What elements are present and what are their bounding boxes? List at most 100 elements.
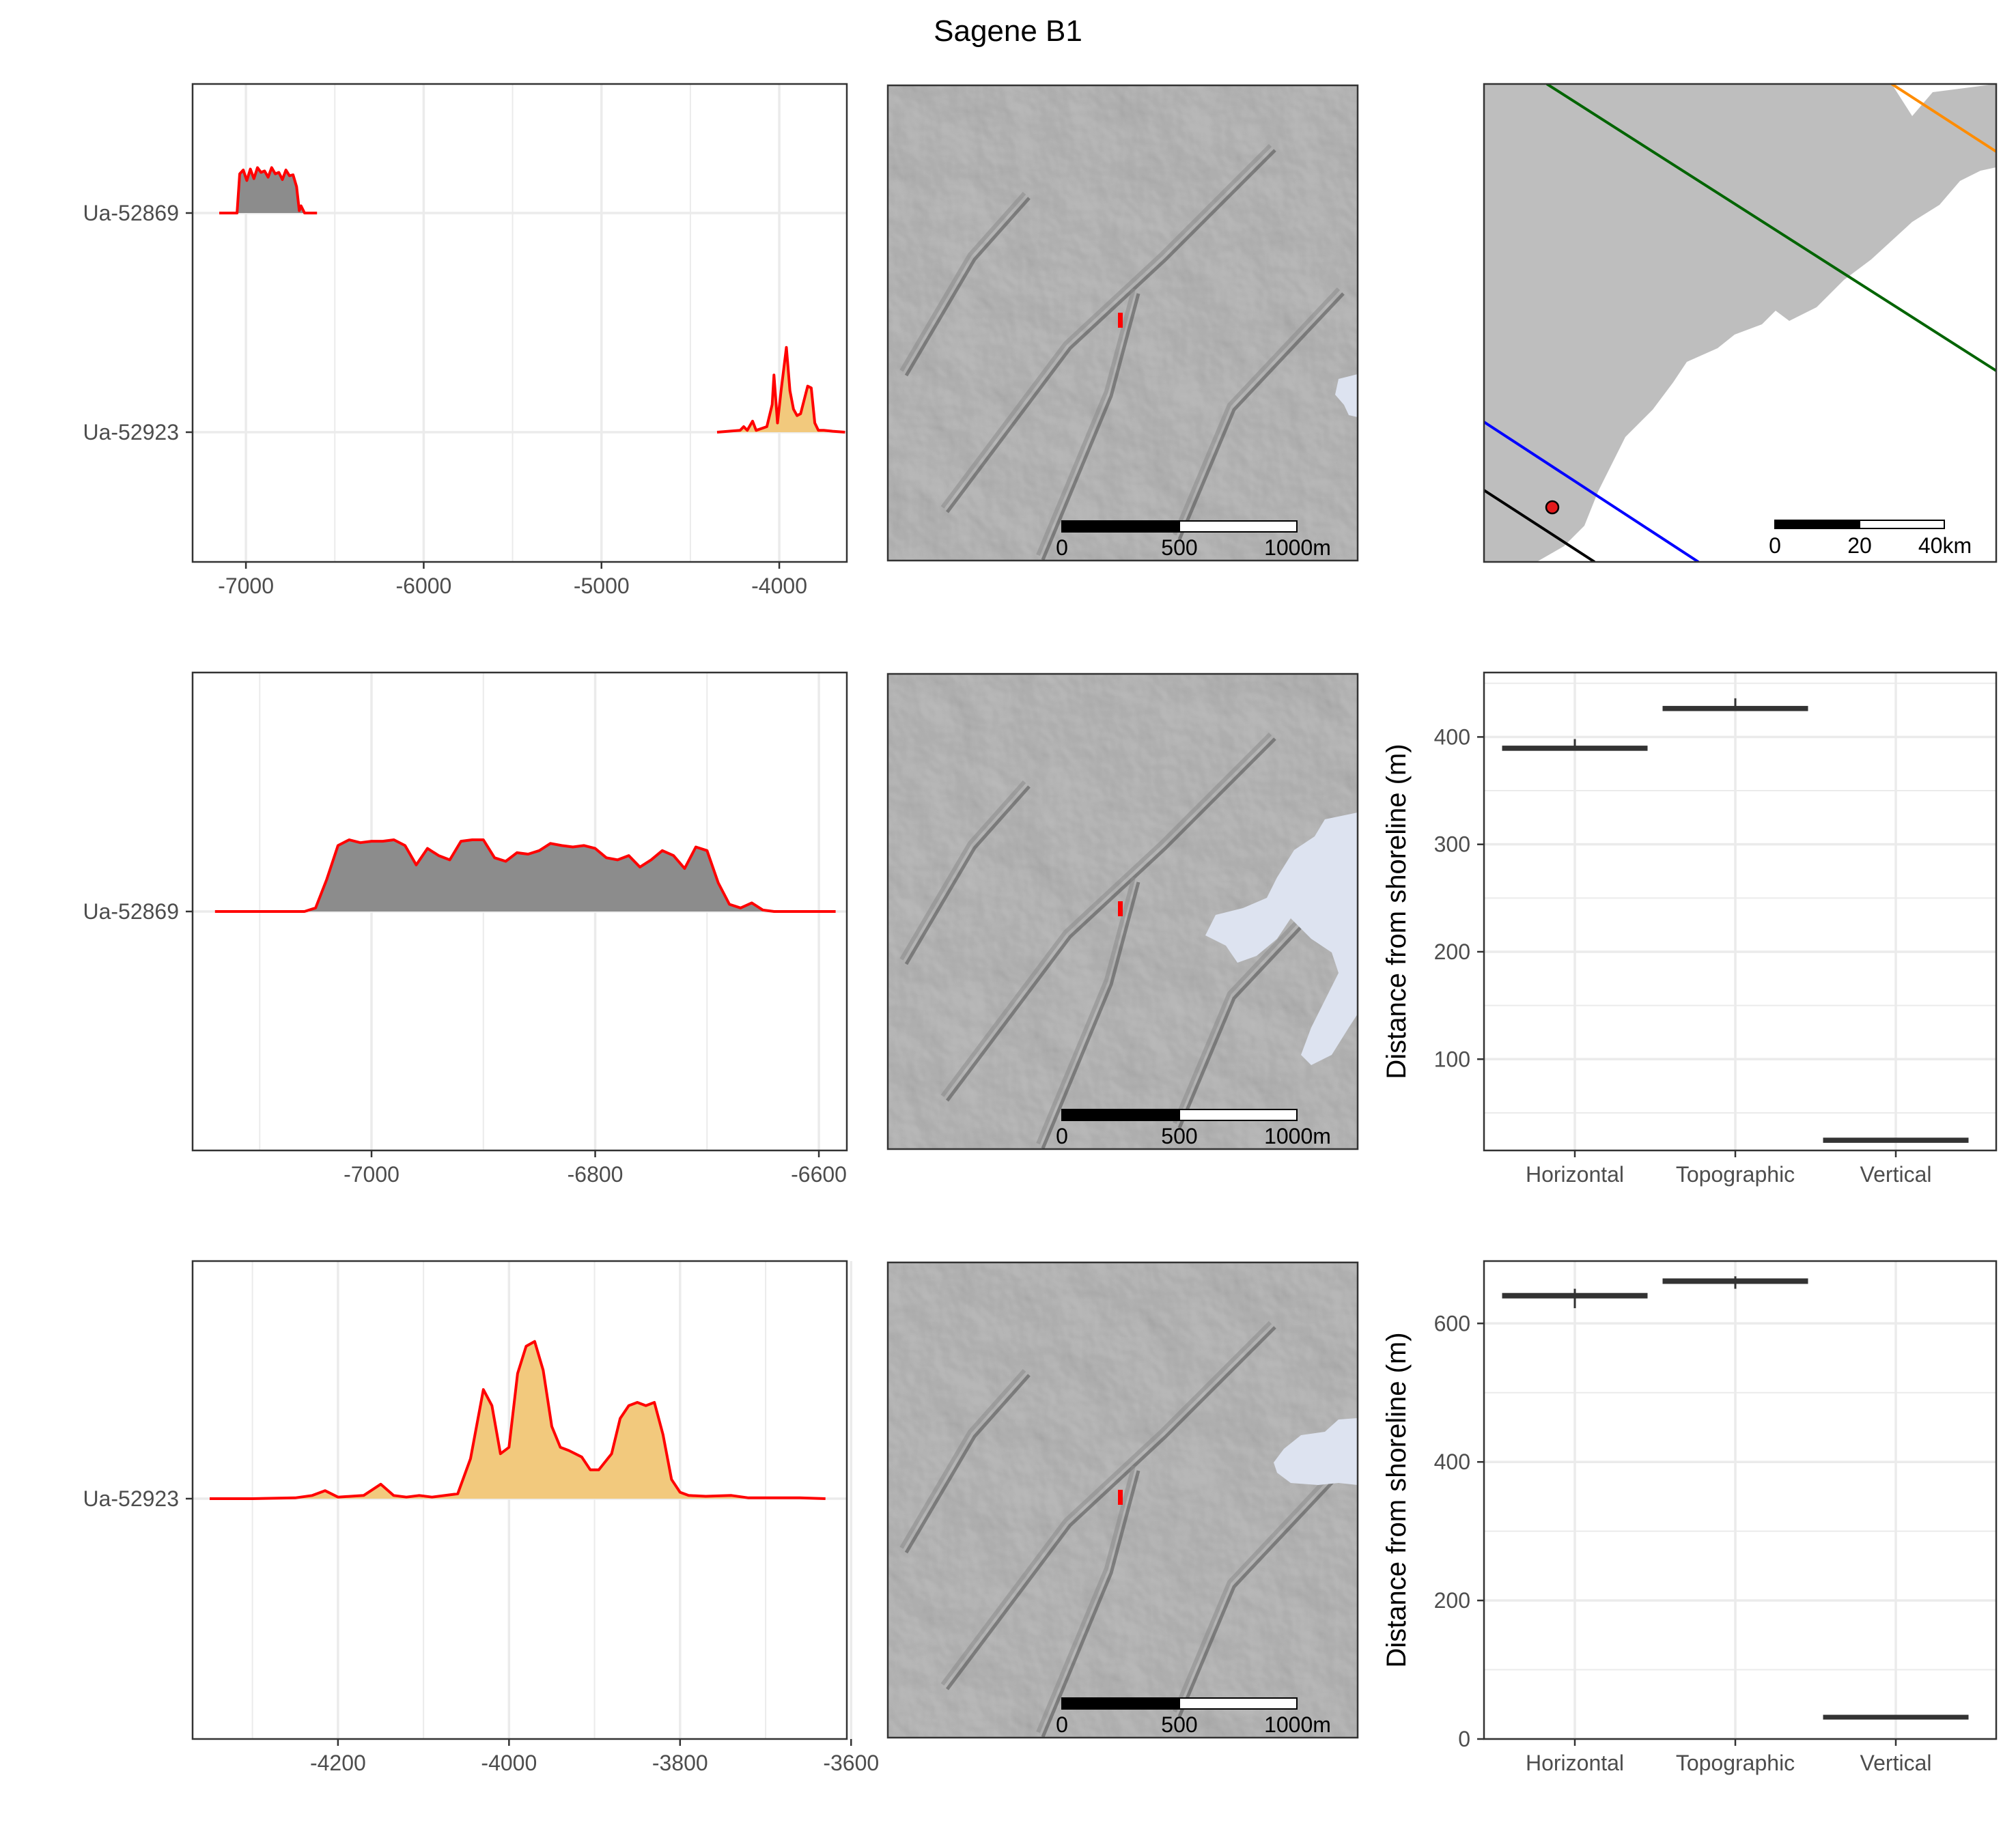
box-vertical [1823, 1714, 1969, 1720]
scalebar-white [1179, 1109, 1298, 1121]
scalebar-label: 0 [1056, 1712, 1068, 1737]
scalebar-label: 1000m [1264, 1712, 1331, 1737]
ridge [1173, 287, 1341, 536]
x-tick-label: -7000 [218, 574, 274, 598]
x-tick-label: -4000 [751, 574, 807, 598]
scalebar-black [1061, 1109, 1180, 1121]
y-tick-label: Ua-52869 [83, 201, 179, 225]
box-topographic [1662, 1276, 1808, 1289]
density-area-ua-52869 [214, 840, 836, 911]
panel-background [193, 1261, 847, 1739]
ridge [899, 192, 1026, 372]
ridge-shadow [904, 1374, 1031, 1554]
land-area [1484, 84, 1996, 562]
hillshade-map-row1: 0 500 1000m [886, 84, 1359, 562]
hillshade-map-row2: 0 500 1000m [886, 673, 1359, 1150]
scalebar-white [1179, 520, 1298, 533]
isobase-orange [1890, 84, 1996, 153]
ridge [1036, 877, 1136, 1145]
density-panel-row1: -7000 -6000 -5000 -4000 Ua-52869 Ua-52923 [83, 83, 848, 598]
ridge-shadow [1041, 881, 1140, 1149]
boxplot-panel-row3: 0 200 400 600 Horizontal Topographic Vertical D… [1382, 1260, 1998, 1775]
panel-border [1483, 671, 1998, 1152]
ridge-shadow [946, 149, 1276, 513]
density-area-ua-52923 [210, 1341, 826, 1499]
box-topographic [1662, 698, 1808, 711]
x-tick-label: Horizontal [1526, 1162, 1624, 1187]
panel-background [1484, 1261, 1996, 1739]
scalebar-label: 20 [1847, 533, 1872, 558]
density-line-ua-52923 [716, 345, 845, 434]
ridge-shadow [1177, 292, 1345, 540]
scalebar-label: 0 [1056, 1124, 1068, 1148]
y-tick-label: 0 [1458, 1727, 1470, 1751]
x-tick-label: -5000 [574, 574, 630, 598]
x-tick-label: -3600 [823, 1751, 879, 1775]
ridge-shadow [904, 197, 1031, 377]
x-tick-label: -3800 [652, 1751, 708, 1775]
x-tick-label: -4200 [310, 1751, 366, 1775]
ridge [1036, 288, 1136, 556]
density-curves [219, 166, 845, 434]
scalebar-label: 0 [1769, 533, 1781, 558]
scalebar-black [1061, 520, 1180, 533]
density-curves [214, 838, 836, 913]
density-line-ua-52869 [219, 166, 318, 214]
site-marker [1118, 901, 1123, 916]
isobase-black [1484, 489, 1596, 562]
ridge-shadow [1041, 293, 1140, 561]
y-tick-label: 400 [1434, 724, 1470, 749]
scalebar-black [1061, 1697, 1180, 1710]
isobase-blue [1484, 421, 1700, 562]
site-marker [1118, 313, 1123, 328]
scalebar-label: 40km [1918, 533, 1972, 558]
fjord-islands [1721, 222, 1817, 273]
map-border [1483, 83, 1998, 563]
y-tick-label: Ua-52869 [83, 899, 179, 924]
y-tick-label: Ua-52923 [83, 1486, 179, 1511]
ridge-shadow [904, 785, 1031, 965]
x-tick-label: -6800 [568, 1162, 624, 1187]
y-tick-label: 100 [1434, 1047, 1470, 1071]
x-tick-label: -4000 [481, 1751, 537, 1775]
box-horizontal [1502, 1288, 1648, 1308]
ridge [940, 732, 1272, 1097]
y-tick-label: 200 [1434, 1588, 1470, 1613]
ridge-shadow [1041, 1470, 1140, 1738]
scalebar-label: 1000m [1264, 1124, 1331, 1148]
density-line-ua-52923 [210, 1340, 826, 1500]
box-horizontal [1502, 739, 1648, 751]
x-tick-label: -7000 [344, 1162, 400, 1187]
panel-background [193, 84, 847, 562]
y-tick-label: 200 [1434, 939, 1470, 964]
x-tick-label: Topographic [1676, 1751, 1795, 1775]
map-border [886, 84, 1359, 562]
water-area [1205, 812, 1358, 1065]
panel-border [1483, 1260, 1998, 1740]
ridge [940, 1320, 1272, 1686]
scalebar-label: 0 [1056, 535, 1068, 560]
scalebar-label: 500 [1161, 535, 1197, 560]
y-tick-label: 600 [1434, 1311, 1470, 1335]
site-location-marker [1545, 500, 1560, 515]
map-border [886, 673, 1359, 1150]
y-axis-title: Distance from shoreline (m) [1382, 1332, 1412, 1667]
scalebar-white [1859, 520, 1945, 529]
density-area-ua-52869 [219, 167, 318, 213]
panel-border [191, 1260, 848, 1740]
x-tick-label: Vertical [1860, 1751, 1932, 1775]
density-panel-row2: -7000 -6800 -6600 Ua-52869 [83, 671, 848, 1187]
figure-title: Sagene B1 [934, 14, 1082, 48]
y-tick-label: 300 [1434, 832, 1470, 857]
scalebar-black [1774, 520, 1860, 529]
ridge-shadow [946, 1326, 1276, 1691]
hillshade-map-row3: 0 500 1000m [886, 1261, 1359, 1739]
scalebar-white [1179, 1697, 1298, 1710]
ridge-shadow [946, 737, 1276, 1102]
x-tick-label: -6000 [396, 574, 452, 598]
density-panel-row3: -4200 -4000 -3800 -3600 Ua-52923 [83, 1260, 879, 1775]
overview-map: 0 20 40km [1483, 83, 1998, 563]
panel-background [1484, 673, 1996, 1150]
ridge [940, 143, 1272, 509]
